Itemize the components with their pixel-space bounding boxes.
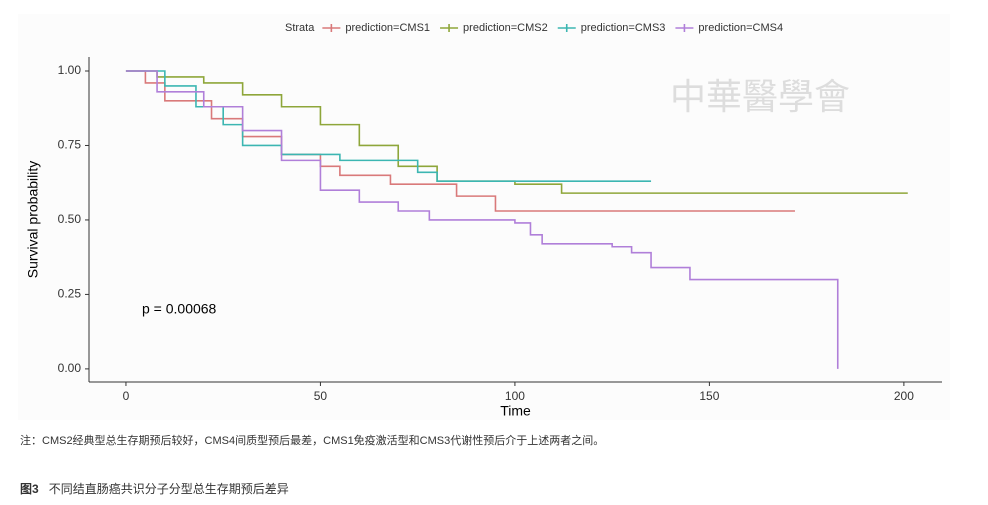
legend-label: prediction=CMS2 <box>463 22 548 34</box>
caption-label: 图3 <box>20 482 39 496</box>
y-axis-label: Survival probability <box>25 161 41 279</box>
legend-label: prediction=CMS3 <box>581 22 666 34</box>
y-tick-label: 0.00 <box>58 361 82 375</box>
y-tick-label: 0.50 <box>58 212 82 226</box>
legend-title: Strata <box>285 22 315 34</box>
survival-curve <box>125 70 839 369</box>
x-tick-label: 0 <box>123 389 130 403</box>
x-tick-label: 50 <box>314 389 328 403</box>
legend-label: prediction=CMS1 <box>345 22 430 34</box>
annotation: p = 0.00068 <box>142 301 217 317</box>
y-tick-label: 1.00 <box>58 63 82 77</box>
x-axis-label: Time <box>500 403 531 419</box>
panel <box>18 14 950 420</box>
chart: 中華醫學會 0.00 0.25 0.50 0.75 1.00 0 50 100 150 200 Ti… <box>18 14 950 420</box>
survival-curve <box>125 70 652 183</box>
legend-label: prediction=CMS4 <box>698 22 783 34</box>
y-tick-label: 0.75 <box>58 138 82 152</box>
caption-text: 不同结直肠癌共识分子分型总生存期预后差异 <box>48 482 289 496</box>
y-tick-label: 0.25 <box>58 287 82 301</box>
x-tick-label: 200 <box>894 389 914 403</box>
x-tick-label: 150 <box>699 389 719 403</box>
x-tick-label: 100 <box>505 389 525 403</box>
caption: 图3 不同结直肠癌共识分子分型总生存期预后差异 <box>20 480 289 497</box>
note: 注：CMS2经典型总生存期预后较好，CMS4间质型预后最差，CMS1免疫激活型和… <box>20 435 605 447</box>
survival-curve <box>125 70 908 194</box>
watermark: 中華醫學會 <box>670 77 850 118</box>
